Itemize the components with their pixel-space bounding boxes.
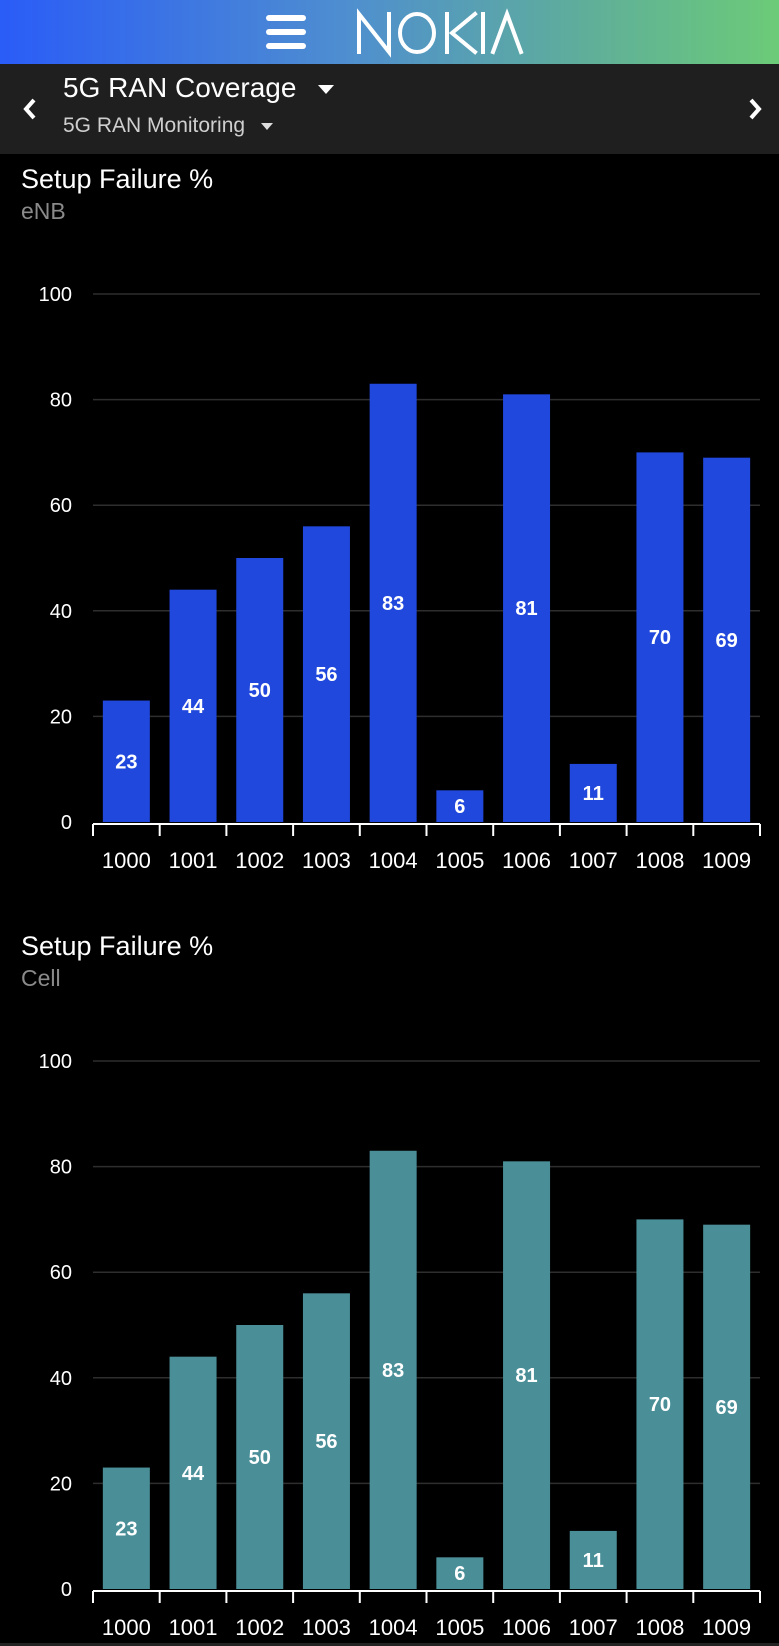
data-label: 23 <box>115 751 137 773</box>
data-label: 11 <box>583 783 604 805</box>
data-label: 70 <box>649 1394 671 1416</box>
x-tick-label: 1009 <box>702 1615 751 1640</box>
chart-title: Setup Failure % <box>21 164 214 194</box>
bar <box>503 1161 551 1589</box>
y-tick-label: 100 <box>39 284 72 306</box>
dashboard-nav-bar: 5G RAN Coverage 5G RAN Monitoring <box>0 64 779 154</box>
dashboard-title-dropdown[interactable]: 5G RAN Coverage <box>63 72 335 104</box>
x-tick-label: 1000 <box>102 848 151 873</box>
data-label: 50 <box>249 680 271 702</box>
data-label: 6 <box>454 796 465 818</box>
x-tick-label: 1001 <box>169 1615 218 1640</box>
bar <box>369 383 417 822</box>
y-tick-label: 40 <box>50 601 72 623</box>
bar <box>503 394 551 822</box>
x-tick-label: 1002 <box>235 848 284 873</box>
data-label: 56 <box>315 1431 337 1453</box>
top-header-bar <box>0 0 779 64</box>
bar <box>703 457 751 822</box>
cell-chart-panel: Setup Failure % Cell 0 20 40 60 80 100 23 44 50 5… <box>0 923 779 1646</box>
bar <box>636 1219 684 1589</box>
x-tick-label: 1000 <box>102 1615 151 1640</box>
y-tick-label: 100 <box>39 1051 72 1073</box>
y-tick-label: 80 <box>50 1157 72 1179</box>
y-tick-label: 80 <box>50 390 72 412</box>
bar <box>569 763 617 822</box>
x-tick-label: 1007 <box>569 1615 618 1640</box>
nokia-logo <box>355 6 525 58</box>
chevron-right-icon[interactable] <box>743 94 767 124</box>
y-tick-label: 40 <box>50 1368 72 1390</box>
hamburger-menu-icon[interactable] <box>264 12 308 52</box>
x-tick-label: 1009 <box>702 848 751 873</box>
chart-subtitle: eNB <box>21 198 66 224</box>
x-tick-label: 1005 <box>435 1615 484 1640</box>
bar <box>369 1150 417 1589</box>
x-tick-label: 1003 <box>302 1615 351 1640</box>
caret-down-icon <box>261 122 274 130</box>
data-label: 70 <box>649 627 671 649</box>
data-label: 83 <box>382 593 404 615</box>
enb-bar-chart: 0 20 40 60 80 100 23 44 50 56 83 6 81 11 70 69 1000 1001 1… <box>39 284 761 873</box>
data-label: 56 <box>315 664 337 686</box>
bar <box>302 526 350 822</box>
caret-down-icon <box>318 85 335 95</box>
bar <box>436 1557 484 1589</box>
y-tick-label: 20 <box>50 706 72 728</box>
data-label: 81 <box>515 1365 537 1387</box>
data-label: 69 <box>716 1397 738 1419</box>
y-tick-label: 0 <box>61 1579 72 1601</box>
bar <box>436 790 484 822</box>
chart-subtitle: Cell <box>21 965 61 991</box>
bar <box>636 452 684 822</box>
bar <box>302 1293 350 1589</box>
x-tick-label: 1003 <box>302 848 351 873</box>
x-tick-label: 1008 <box>635 848 684 873</box>
data-label: 44 <box>182 696 205 718</box>
y-tick-label: 20 <box>50 1473 72 1495</box>
data-label: 23 <box>115 1518 137 1540</box>
dashboard-subtitle: 5G RAN Monitoring <box>63 114 246 137</box>
data-label: 6 <box>454 1563 465 1585</box>
x-tick-label: 1004 <box>369 1615 418 1640</box>
bar <box>236 558 284 822</box>
bar <box>102 700 150 822</box>
bar <box>703 1224 751 1589</box>
x-tick-label: 1006 <box>502 1615 551 1640</box>
x-tick-label: 1006 <box>502 848 551 873</box>
cell-bar-chart: 0 20 40 60 80 100 23 44 50 56 83 6 81 11 70 69 1000 1001 1… <box>39 1051 761 1640</box>
bottom-divider <box>0 1643 779 1646</box>
chart-title: Setup Failure % <box>21 931 214 961</box>
data-label: 44 <box>182 1463 205 1485</box>
data-label: 11 <box>583 1550 604 1572</box>
data-label: 81 <box>515 598 537 620</box>
dashboard-title: 5G RAN Coverage <box>63 72 297 103</box>
bar <box>169 589 217 822</box>
bar <box>102 1467 150 1589</box>
bar <box>569 1530 617 1589</box>
y-tick-label: 0 <box>61 812 72 834</box>
data-label: 83 <box>382 1360 404 1382</box>
bar <box>169 1356 217 1589</box>
enb-chart-panel: Setup Failure % eNB 0 20 40 60 80 100 23 44 50 56… <box>0 156 779 896</box>
bar <box>236 1325 284 1589</box>
data-label: 50 <box>249 1447 271 1469</box>
x-tick-label: 1008 <box>635 1615 684 1640</box>
x-tick-label: 1005 <box>435 848 484 873</box>
data-label: 69 <box>716 630 738 652</box>
x-tick-label: 1004 <box>369 848 418 873</box>
x-tick-label: 1007 <box>569 848 618 873</box>
x-tick-label: 1002 <box>235 1615 284 1640</box>
dashboard-subtitle-dropdown[interactable]: 5G RAN Monitoring <box>63 114 274 138</box>
y-tick-label: 60 <box>50 495 72 517</box>
x-tick-label: 1001 <box>169 848 218 873</box>
y-tick-label: 60 <box>50 1262 72 1284</box>
chevron-left-icon[interactable] <box>18 94 42 124</box>
